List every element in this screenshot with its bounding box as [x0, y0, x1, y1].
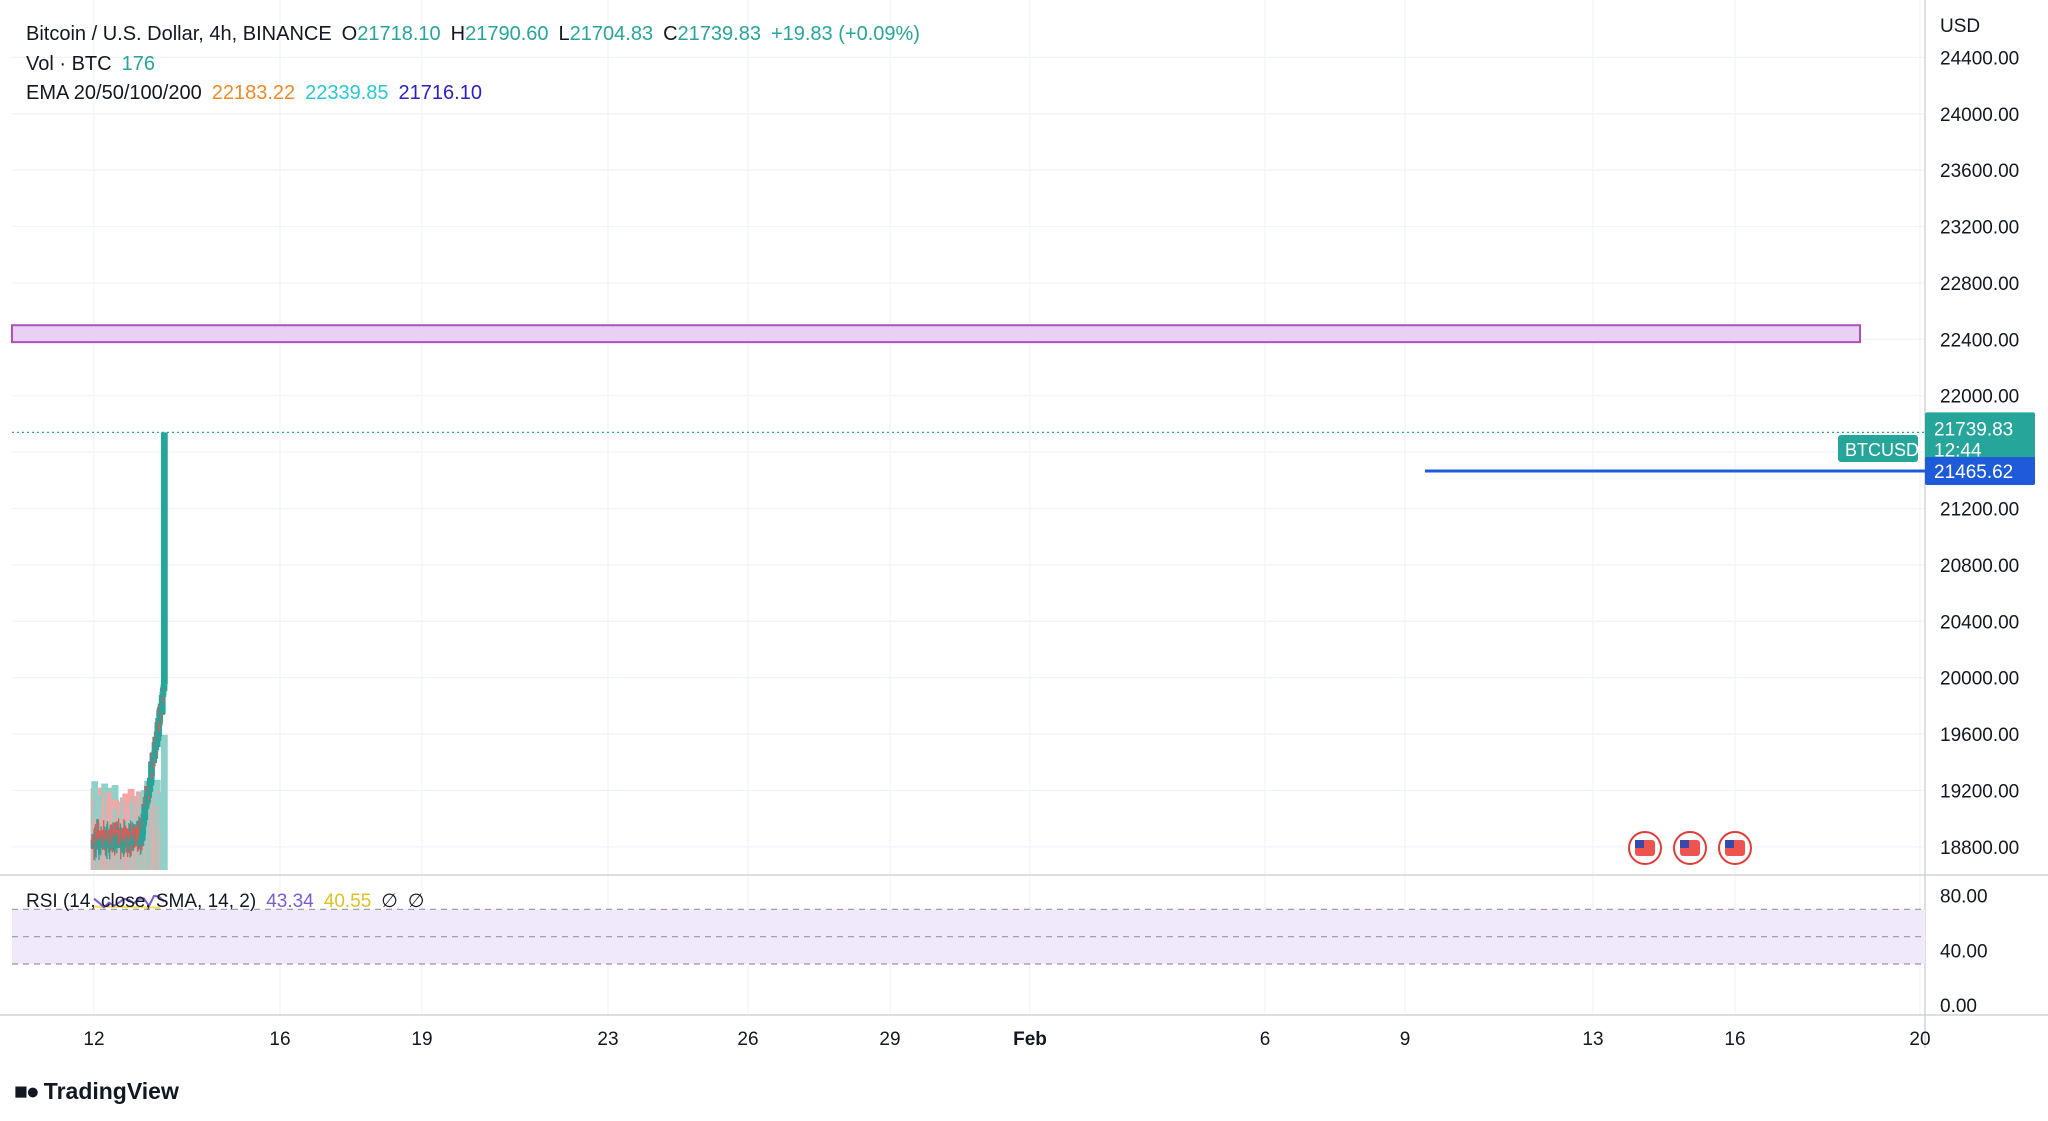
- price-tick-label: 20000.00: [1940, 669, 2019, 690]
- tradingview-brand[interactable]: ■● TradingView: [14, 1078, 179, 1105]
- rsi-label[interactable]: RSI (14, close, SMA, 14, 2): [26, 891, 257, 912]
- time-tick-label: 20: [1909, 1029, 1930, 1050]
- time-tick-label: 26: [737, 1029, 758, 1050]
- rsi-extra-1: ∅: [381, 891, 398, 912]
- ema-50-value: 22339.85: [305, 82, 389, 104]
- rsi-line: [93, 894, 165, 909]
- flag-canton: [1635, 840, 1644, 848]
- last-price-label-bg: [1925, 412, 2035, 462]
- ema-200-value: 21716.10: [398, 82, 482, 104]
- candles: [90, 432, 168, 861]
- volume-label[interactable]: Vol · BTC: [26, 53, 112, 75]
- close-label: C: [663, 23, 678, 45]
- time-tick-label: 13: [1582, 1029, 1603, 1050]
- price-tick-label: 24400.00: [1940, 48, 2019, 69]
- high-label: H: [450, 23, 466, 45]
- ema-20-value: 22183.22: [211, 82, 296, 104]
- price-tick-label: 18800.00: [1940, 838, 2019, 859]
- low-value: 21704.83: [569, 23, 654, 45]
- last-price-label: 21739.83: [1934, 419, 2013, 440]
- change-value: +19.83 (+0.09%): [770, 23, 920, 45]
- volume-bar: [160, 734, 168, 870]
- price-tick-label: 22000.00: [1940, 387, 2019, 408]
- price-tick-label: 19200.00: [1940, 781, 2019, 802]
- time-tick-label: 19: [411, 1029, 432, 1050]
- currency-label: USD: [1940, 16, 1980, 37]
- price-tick-label: 23600.00: [1940, 161, 2019, 182]
- rsi-tick-label: 0.00: [1940, 996, 1977, 1017]
- symbol-tag: BTCUSD: [1845, 440, 1919, 460]
- countdown-label: 12:44: [1934, 440, 1982, 461]
- high-value: 21790.60: [465, 23, 549, 45]
- rsi-tick-label: 80.00: [1940, 887, 1988, 908]
- open-value: 21718.10: [357, 23, 441, 45]
- time-tick-label: Feb: [1013, 1029, 1047, 1050]
- candle-body: [155, 718, 163, 737]
- us-flag-icon: [1718, 831, 1752, 865]
- candle-body: [159, 692, 167, 697]
- rsi-band: [12, 909, 1925, 964]
- time-tick-label: 6: [1260, 1029, 1271, 1050]
- tradingview-logo-icon: ■●: [14, 1078, 40, 1104]
- legend-volume: Vol · BTC 176: [26, 50, 165, 78]
- time-tick-label: 29: [879, 1029, 900, 1050]
- rsi-ma-value: 40.55: [323, 891, 372, 912]
- us-flag-icon: [1628, 831, 1662, 865]
- legend-ohlc: Bitcoin / U.S. Dollar, 4h, BINANCE O21718…: [26, 20, 930, 48]
- price-tick-label: 22400.00: [1940, 330, 2019, 351]
- low-label: L: [558, 23, 570, 45]
- support-label-bg: [1925, 457, 2035, 486]
- price-tick-label: 19600.00: [1940, 725, 2019, 746]
- close-value: 21739.83: [677, 23, 761, 45]
- time-tick-label: 12: [83, 1029, 104, 1050]
- resistance-zone: [11, 324, 1861, 344]
- open-label: O: [341, 23, 358, 45]
- price-tick-label: 23200.00: [1940, 218, 2019, 239]
- volume-value: 176: [121, 53, 155, 75]
- brand-name: TradingView: [43, 1078, 179, 1104]
- ema-label[interactable]: EMA 20/50/100/200: [26, 82, 202, 104]
- time-tick-label: 16: [269, 1029, 290, 1050]
- candle-body: [145, 790, 153, 798]
- flag-canton: [1725, 840, 1734, 848]
- flag-canton: [1680, 840, 1689, 848]
- time-tick-label: 16: [1724, 1029, 1745, 1050]
- us-flag-icon: [1673, 831, 1707, 865]
- price-tick-label: 20400.00: [1940, 612, 2019, 633]
- legend-rsi: RSI (14, close, SMA, 14, 2) 43.34 40.55 ∅ ∅: [26, 888, 434, 916]
- symbol-title[interactable]: Bitcoin / U.S. Dollar, 4h, BINANCE: [26, 23, 332, 45]
- price-tick-label: 22800.00: [1940, 274, 2019, 295]
- rsi-value: 43.34: [266, 891, 314, 912]
- symbol-tag-bg: [1838, 435, 1918, 462]
- legend-ema: EMA 20/50/100/200 22183.22 22339.85 21716.1…: [26, 79, 492, 107]
- candle-body: [160, 432, 168, 685]
- rsi-extra-2: ∅: [407, 891, 425, 912]
- time-tick-label: 23: [597, 1029, 618, 1050]
- support-price-label: 21465.62: [1934, 462, 2013, 483]
- price-tick-label: 21200.00: [1940, 499, 2019, 520]
- price-tick-label: 20800.00: [1940, 556, 2019, 577]
- price-tick-label: 24000.00: [1940, 105, 2019, 126]
- time-tick-label: 9: [1400, 1029, 1411, 1050]
- rsi-tick-label: 40.00: [1940, 941, 1988, 962]
